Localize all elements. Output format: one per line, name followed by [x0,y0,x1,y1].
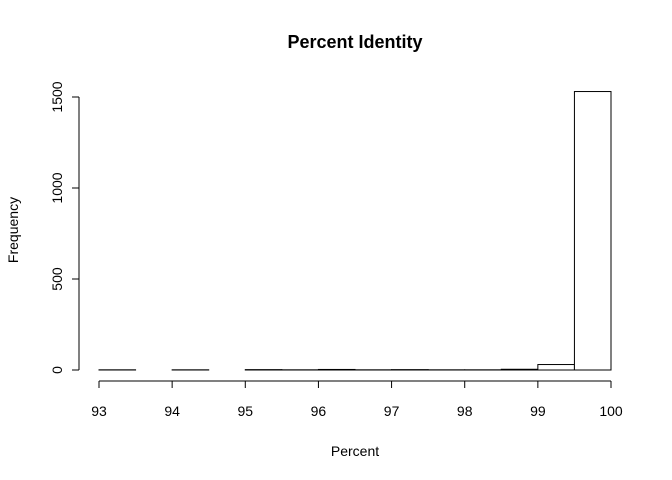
y-tick-label: 0 [49,366,65,374]
y-tick-label: 1500 [49,81,65,112]
x-tick-label: 100 [599,403,623,419]
y-axis: 0 500 1000 1500 [49,81,80,374]
x-tick-label: 99 [530,403,546,419]
x-tick-label: 94 [164,403,180,419]
y-tick-label: 1000 [49,172,65,203]
histogram-bar [317,368,356,371]
bars-group [98,91,612,371]
histogram-bar [573,91,612,371]
y-axis-label: Frequency [5,197,21,263]
y-tick-label: 500 [49,267,65,291]
x-axis-label: Percent [331,443,379,459]
x-tick-label: 97 [384,403,400,419]
x-tick-label: 93 [91,403,107,419]
x-tick-label: 96 [311,403,327,419]
chart-title: Percent Identity [287,32,422,52]
x-tick-label: 95 [237,403,253,419]
histogram-bar [500,368,539,371]
x-tick-label: 98 [457,403,473,419]
histogram-bar [537,364,575,371]
x-axis: 93 94 95 96 97 98 99 100 [91,380,623,419]
